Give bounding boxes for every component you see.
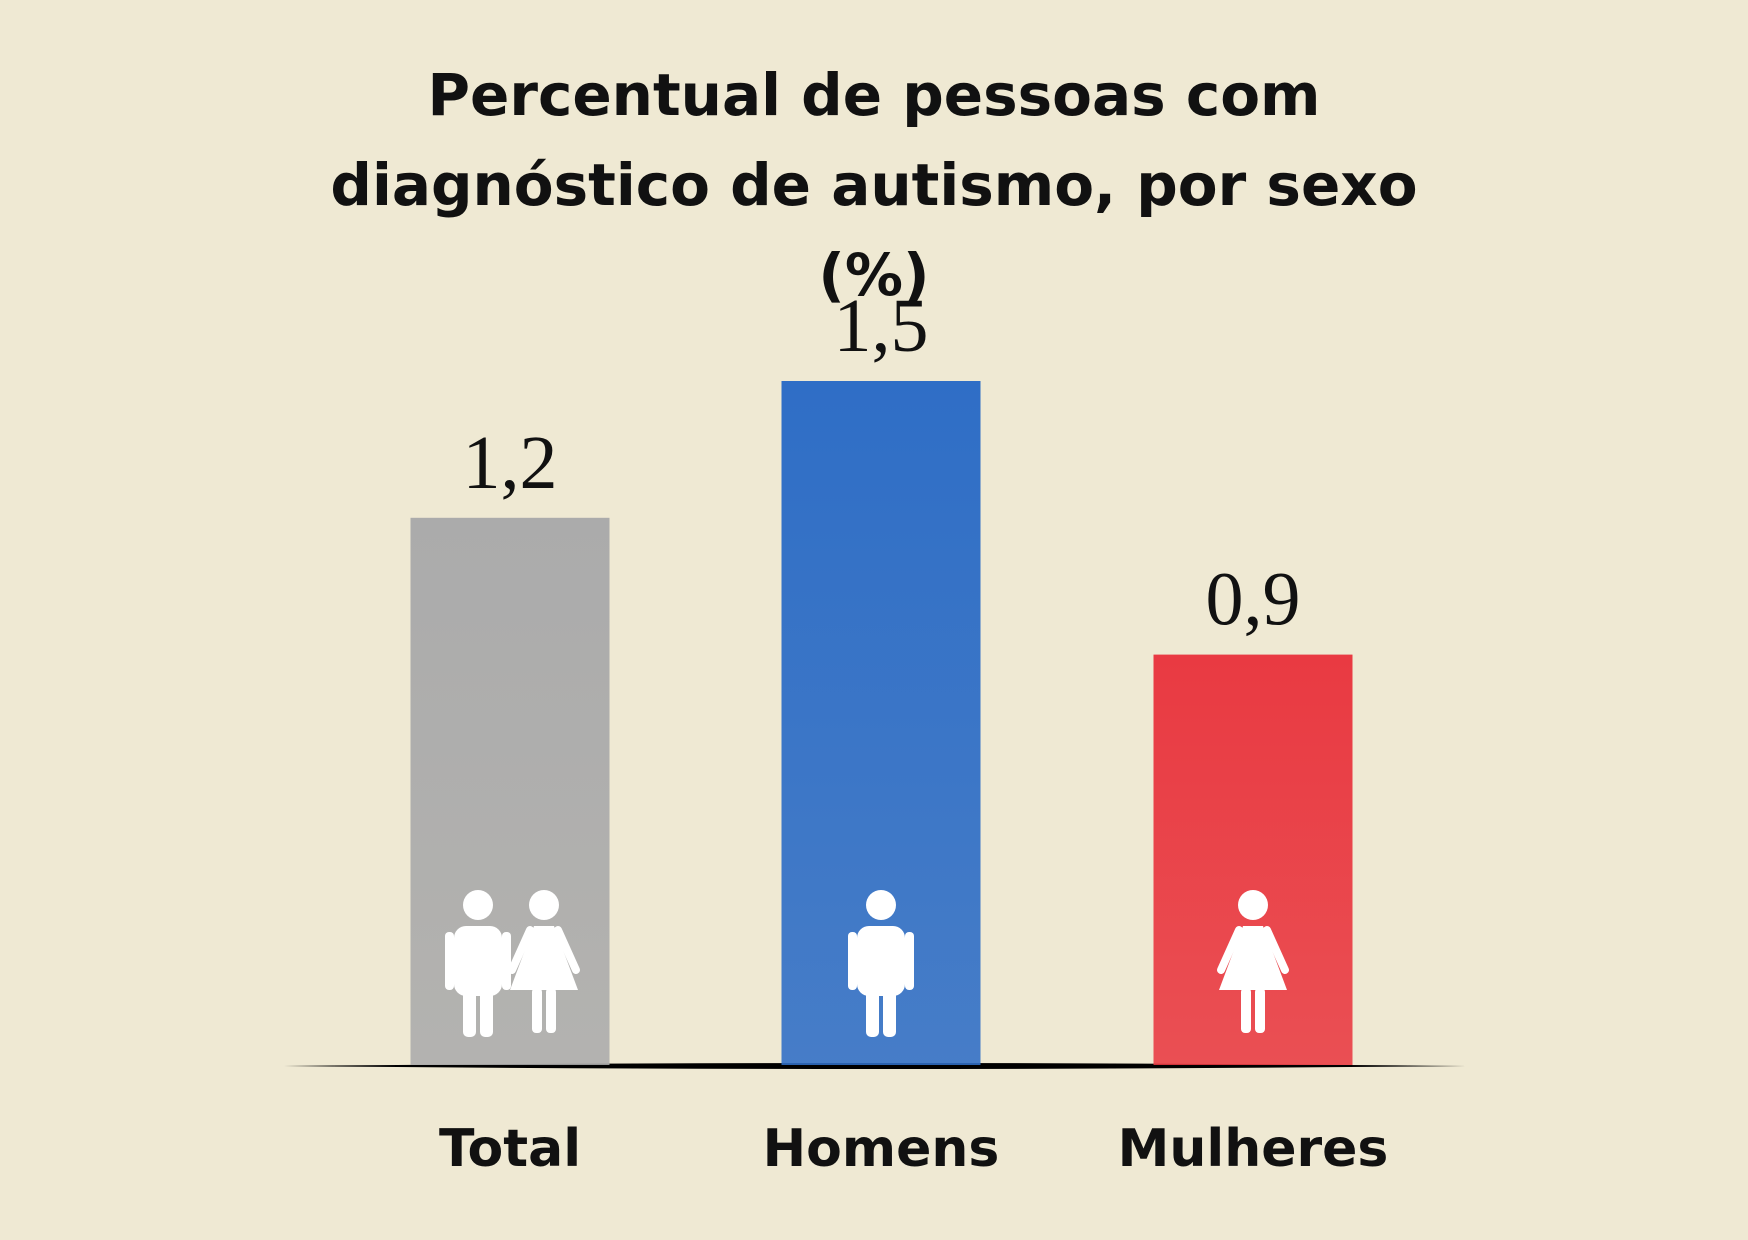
man-icon — [848, 890, 914, 1037]
icon-leg — [480, 985, 493, 1037]
icon-head — [463, 890, 493, 920]
icon-body — [857, 926, 905, 996]
chart-title: Percentual de pessoas com diagnóstico de… — [330, 61, 1418, 309]
icon-leg — [463, 985, 476, 1037]
x-tick-label: Mulheres — [1118, 1119, 1389, 1179]
woman-icon — [508, 890, 580, 1033]
icon-leg — [1241, 988, 1251, 1033]
bar — [1153, 654, 1353, 1065]
woman-icon — [1217, 890, 1289, 1033]
icon-arm — [905, 932, 914, 990]
x-tick-label: Total — [439, 1119, 581, 1179]
x-tick-label: Homens — [763, 1119, 1000, 1179]
value-label: 1,2 — [463, 421, 558, 505]
icon-arm — [445, 932, 454, 990]
icon-head — [529, 890, 559, 920]
icon-arm — [1217, 926, 1243, 974]
icon-body — [510, 926, 578, 990]
icon-arm — [848, 932, 857, 990]
icon-arm — [502, 932, 511, 990]
icon-leg — [883, 985, 896, 1037]
icon-leg — [546, 988, 556, 1033]
icon-leg — [532, 988, 542, 1033]
icon-leg — [866, 985, 879, 1037]
icon-head — [866, 890, 896, 920]
man-icon — [445, 890, 511, 1037]
value-label: 0,9 — [1206, 558, 1301, 642]
icon-body — [1219, 926, 1287, 990]
icon-arm — [508, 926, 534, 974]
icon-leg — [1255, 988, 1265, 1033]
value-label: 1,5 — [834, 284, 929, 368]
icon-head — [1238, 890, 1268, 920]
icon-arm — [1263, 926, 1289, 974]
icon-body — [454, 926, 502, 996]
icon-arm — [554, 926, 580, 974]
